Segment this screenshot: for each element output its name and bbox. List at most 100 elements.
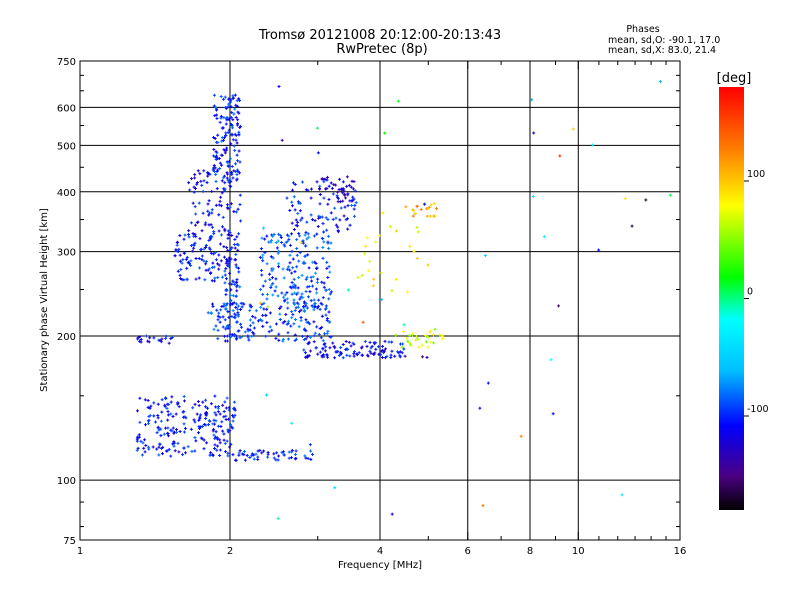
x-tick-label: 4: [377, 546, 383, 557]
data-point: [231, 419, 235, 423]
data-point: [266, 305, 270, 309]
data-point: [158, 443, 162, 447]
data-point: [269, 286, 273, 290]
data-point: [229, 202, 233, 206]
data-point: [203, 278, 207, 282]
data-point: [220, 275, 224, 279]
data-point: [176, 441, 180, 445]
data-point: [204, 413, 208, 417]
data-point: [276, 239, 280, 243]
data-point: [382, 131, 386, 135]
data-point: [315, 232, 319, 236]
data-point: [322, 196, 326, 200]
data-point: [415, 204, 419, 208]
data-point: [231, 414, 235, 418]
data-point: [220, 139, 224, 143]
data-point: [263, 279, 267, 283]
data-point: [239, 307, 243, 311]
data-point: [292, 228, 296, 232]
data-point: [276, 458, 280, 462]
data-point: [198, 266, 202, 270]
data-point: [225, 302, 229, 306]
data-point: [365, 344, 369, 348]
data-point: [214, 150, 218, 154]
data-point: [363, 339, 367, 343]
data-point: [229, 116, 233, 120]
data-point: [293, 333, 297, 337]
data-point: [283, 320, 287, 324]
data-point: [159, 427, 163, 431]
data-point: [322, 230, 326, 234]
data-point: [301, 239, 305, 243]
data-point: [203, 223, 207, 227]
data-point: [149, 404, 153, 408]
data-point: [329, 241, 333, 245]
data-point: [424, 340, 428, 344]
data-point: [213, 166, 217, 170]
data-point: [208, 453, 212, 457]
data-point: [266, 455, 270, 459]
data-point: [226, 164, 230, 168]
data-point: [291, 257, 295, 261]
data-point: [138, 335, 142, 339]
data-point: [177, 405, 181, 409]
data-point: [214, 173, 218, 177]
data-point: [198, 426, 202, 430]
data-point: [302, 348, 306, 352]
data-point: [312, 334, 316, 338]
data-point: [591, 143, 595, 147]
data-point: [211, 422, 215, 426]
data-point: [224, 406, 228, 410]
data-point: [233, 246, 237, 250]
data-point: [320, 325, 324, 329]
data-point: [230, 425, 234, 429]
data-point: [207, 172, 211, 176]
data-point: [163, 403, 167, 407]
data-point: [325, 178, 329, 182]
data-point: [272, 452, 276, 456]
data-point: [226, 454, 230, 458]
data-point: [293, 308, 297, 312]
data-point: [304, 230, 308, 234]
data-point: [169, 400, 173, 404]
data-point: [210, 225, 214, 229]
data-point: [230, 110, 234, 114]
data-point: [309, 449, 313, 453]
data-point: [189, 244, 193, 248]
data-point: [166, 413, 170, 417]
data-point: [295, 247, 299, 251]
data-point: [208, 211, 212, 215]
data-point: [222, 415, 226, 419]
data-point: [239, 335, 243, 339]
data-point: [231, 94, 235, 98]
data-point: [299, 308, 303, 312]
data-point: [201, 189, 205, 193]
data-point: [288, 208, 292, 212]
data-point: [160, 337, 164, 341]
data-point: [148, 414, 152, 418]
data-point: [232, 415, 236, 419]
data-point: [228, 157, 232, 161]
data-point: [225, 259, 229, 263]
data-point: [295, 265, 299, 269]
data-point: [260, 268, 264, 272]
data-point: [236, 207, 240, 211]
data-point: [325, 260, 329, 264]
data-point: [239, 325, 243, 329]
data-point: [350, 203, 354, 207]
data-point: [191, 249, 195, 253]
data-point: [185, 278, 189, 282]
data-point: [431, 333, 435, 337]
data-point: [268, 272, 272, 276]
data-point: [214, 405, 218, 409]
data-point: [349, 344, 353, 348]
data-point: [157, 428, 161, 432]
data-point: [209, 402, 213, 406]
data-point: [146, 405, 150, 409]
data-point: [402, 347, 406, 351]
data-point: [226, 207, 230, 211]
data-point: [274, 241, 278, 245]
data-point: [304, 277, 308, 281]
data-point: [138, 339, 142, 343]
data-point: [231, 453, 235, 457]
